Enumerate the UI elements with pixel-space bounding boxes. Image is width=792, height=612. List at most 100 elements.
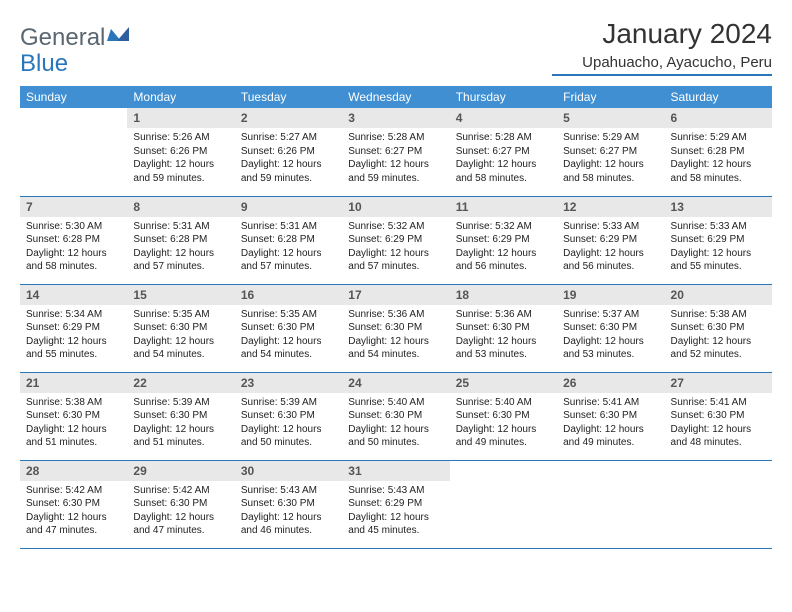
day-number: 9 [235,197,342,217]
day-details: Sunrise: 5:38 AMSunset: 6:30 PMDaylight:… [20,393,127,454]
calendar-day-cell: 9Sunrise: 5:31 AMSunset: 6:28 PMDaylight… [235,196,342,284]
calendar-day-cell: 22Sunrise: 5:39 AMSunset: 6:30 PMDayligh… [127,372,234,460]
day-details: Sunrise: 5:33 AMSunset: 6:29 PMDaylight:… [557,217,664,278]
calendar-day-cell: 15Sunrise: 5:35 AMSunset: 6:30 PMDayligh… [127,284,234,372]
month-title: January 2024 [552,18,772,50]
calendar-day-cell: 24Sunrise: 5:40 AMSunset: 6:30 PMDayligh… [342,372,449,460]
day-details: Sunrise: 5:40 AMSunset: 6:30 PMDaylight:… [342,393,449,454]
calendar-head: Sunday Monday Tuesday Wednesday Thursday… [20,86,772,108]
day-number: 27 [665,373,772,393]
day-details: Sunrise: 5:31 AMSunset: 6:28 PMDaylight:… [127,217,234,278]
day-details: Sunrise: 5:30 AMSunset: 6:28 PMDaylight:… [20,217,127,278]
day-number: 21 [20,373,127,393]
day-number: 24 [342,373,449,393]
calendar-day-cell: 5Sunrise: 5:29 AMSunset: 6:27 PMDaylight… [557,108,664,196]
calendar-week-row: 1Sunrise: 5:26 AMSunset: 6:26 PMDaylight… [20,108,772,196]
day-details: Sunrise: 5:38 AMSunset: 6:30 PMDaylight:… [665,305,772,366]
day-details: Sunrise: 5:26 AMSunset: 6:26 PMDaylight:… [127,128,234,189]
calendar-day-cell: 3Sunrise: 5:28 AMSunset: 6:27 PMDaylight… [342,108,449,196]
day-number: 1 [127,108,234,128]
day-number: 18 [450,285,557,305]
calendar-day-cell: 10Sunrise: 5:32 AMSunset: 6:29 PMDayligh… [342,196,449,284]
day-details: Sunrise: 5:39 AMSunset: 6:30 PMDaylight:… [235,393,342,454]
day-details: Sunrise: 5:34 AMSunset: 6:29 PMDaylight:… [20,305,127,366]
day-number: 26 [557,373,664,393]
logo-mark-icon [107,20,129,48]
calendar-week-row: 7Sunrise: 5:30 AMSunset: 6:28 PMDaylight… [20,196,772,284]
day-details: Sunrise: 5:35 AMSunset: 6:30 PMDaylight:… [235,305,342,366]
day-number: 3 [342,108,449,128]
day-details: Sunrise: 5:35 AMSunset: 6:30 PMDaylight:… [127,305,234,366]
calendar-day-cell: 25Sunrise: 5:40 AMSunset: 6:30 PMDayligh… [450,372,557,460]
calendar-body: 1Sunrise: 5:26 AMSunset: 6:26 PMDaylight… [20,108,772,548]
day-number: 20 [665,285,772,305]
calendar-day-cell [557,460,664,548]
day-details: Sunrise: 5:43 AMSunset: 6:30 PMDaylight:… [235,481,342,542]
day-details: Sunrise: 5:32 AMSunset: 6:29 PMDaylight:… [450,217,557,278]
day-header: Tuesday [235,86,342,108]
calendar-day-cell: 18Sunrise: 5:36 AMSunset: 6:30 PMDayligh… [450,284,557,372]
day-number: 28 [20,461,127,481]
day-details: Sunrise: 5:36 AMSunset: 6:30 PMDaylight:… [450,305,557,366]
day-number: 11 [450,197,557,217]
calendar-page: General January 2024 Upahuacho, Ayacucho… [0,0,792,559]
day-header: Saturday [665,86,772,108]
calendar-table: Sunday Monday Tuesday Wednesday Thursday… [20,86,772,549]
day-header: Wednesday [342,86,449,108]
day-details: Sunrise: 5:42 AMSunset: 6:30 PMDaylight:… [127,481,234,542]
day-number: 19 [557,285,664,305]
day-number: 2 [235,108,342,128]
calendar-day-cell: 4Sunrise: 5:28 AMSunset: 6:27 PMDaylight… [450,108,557,196]
day-number: 12 [557,197,664,217]
calendar-day-cell: 19Sunrise: 5:37 AMSunset: 6:30 PMDayligh… [557,284,664,372]
day-details: Sunrise: 5:27 AMSunset: 6:26 PMDaylight:… [235,128,342,189]
brand-part1: General [20,24,105,52]
title-block: January 2024 Upahuacho, Ayacucho, Peru [552,18,772,76]
day-details: Sunrise: 5:39 AMSunset: 6:30 PMDaylight:… [127,393,234,454]
calendar-week-row: 21Sunrise: 5:38 AMSunset: 6:30 PMDayligh… [20,372,772,460]
day-number: 4 [450,108,557,128]
day-number: 17 [342,285,449,305]
day-number: 31 [342,461,449,481]
day-number: 22 [127,373,234,393]
day-details: Sunrise: 5:29 AMSunset: 6:27 PMDaylight:… [557,128,664,189]
day-number: 16 [235,285,342,305]
day-number: 30 [235,461,342,481]
brand-part2: Blue [20,50,68,78]
calendar-day-cell: 30Sunrise: 5:43 AMSunset: 6:30 PMDayligh… [235,460,342,548]
calendar-day-cell: 26Sunrise: 5:41 AMSunset: 6:30 PMDayligh… [557,372,664,460]
day-header: Friday [557,86,664,108]
calendar-day-cell [450,460,557,548]
day-details: Sunrise: 5:29 AMSunset: 6:28 PMDaylight:… [665,128,772,189]
calendar-day-cell: 20Sunrise: 5:38 AMSunset: 6:30 PMDayligh… [665,284,772,372]
calendar-day-cell: 17Sunrise: 5:36 AMSunset: 6:30 PMDayligh… [342,284,449,372]
day-number: 5 [557,108,664,128]
day-details: Sunrise: 5:41 AMSunset: 6:30 PMDaylight:… [665,393,772,454]
day-details: Sunrise: 5:41 AMSunset: 6:30 PMDaylight:… [557,393,664,454]
calendar-day-cell: 28Sunrise: 5:42 AMSunset: 6:30 PMDayligh… [20,460,127,548]
day-header: Sunday [20,86,127,108]
page-header: General January 2024 Upahuacho, Ayacucho… [20,18,772,76]
calendar-day-cell: 2Sunrise: 5:27 AMSunset: 6:26 PMDaylight… [235,108,342,196]
day-details: Sunrise: 5:42 AMSunset: 6:30 PMDaylight:… [20,481,127,542]
calendar-week-row: 28Sunrise: 5:42 AMSunset: 6:30 PMDayligh… [20,460,772,548]
day-header: Thursday [450,86,557,108]
calendar-day-cell: 27Sunrise: 5:41 AMSunset: 6:30 PMDayligh… [665,372,772,460]
calendar-day-cell: 11Sunrise: 5:32 AMSunset: 6:29 PMDayligh… [450,196,557,284]
day-number: 23 [235,373,342,393]
day-header: Monday [127,86,234,108]
day-details: Sunrise: 5:36 AMSunset: 6:30 PMDaylight:… [342,305,449,366]
day-number: 10 [342,197,449,217]
calendar-day-cell: 13Sunrise: 5:33 AMSunset: 6:29 PMDayligh… [665,196,772,284]
day-details: Sunrise: 5:28 AMSunset: 6:27 PMDaylight:… [342,128,449,189]
location-text: Upahuacho, Ayacucho, Peru [552,54,772,76]
calendar-day-cell: 14Sunrise: 5:34 AMSunset: 6:29 PMDayligh… [20,284,127,372]
day-number: 15 [127,285,234,305]
calendar-day-cell: 12Sunrise: 5:33 AMSunset: 6:29 PMDayligh… [557,196,664,284]
day-number: 14 [20,285,127,305]
calendar-day-cell: 16Sunrise: 5:35 AMSunset: 6:30 PMDayligh… [235,284,342,372]
day-number: 6 [665,108,772,128]
calendar-day-cell: 8Sunrise: 5:31 AMSunset: 6:28 PMDaylight… [127,196,234,284]
day-number: 7 [20,197,127,217]
day-details: Sunrise: 5:37 AMSunset: 6:30 PMDaylight:… [557,305,664,366]
